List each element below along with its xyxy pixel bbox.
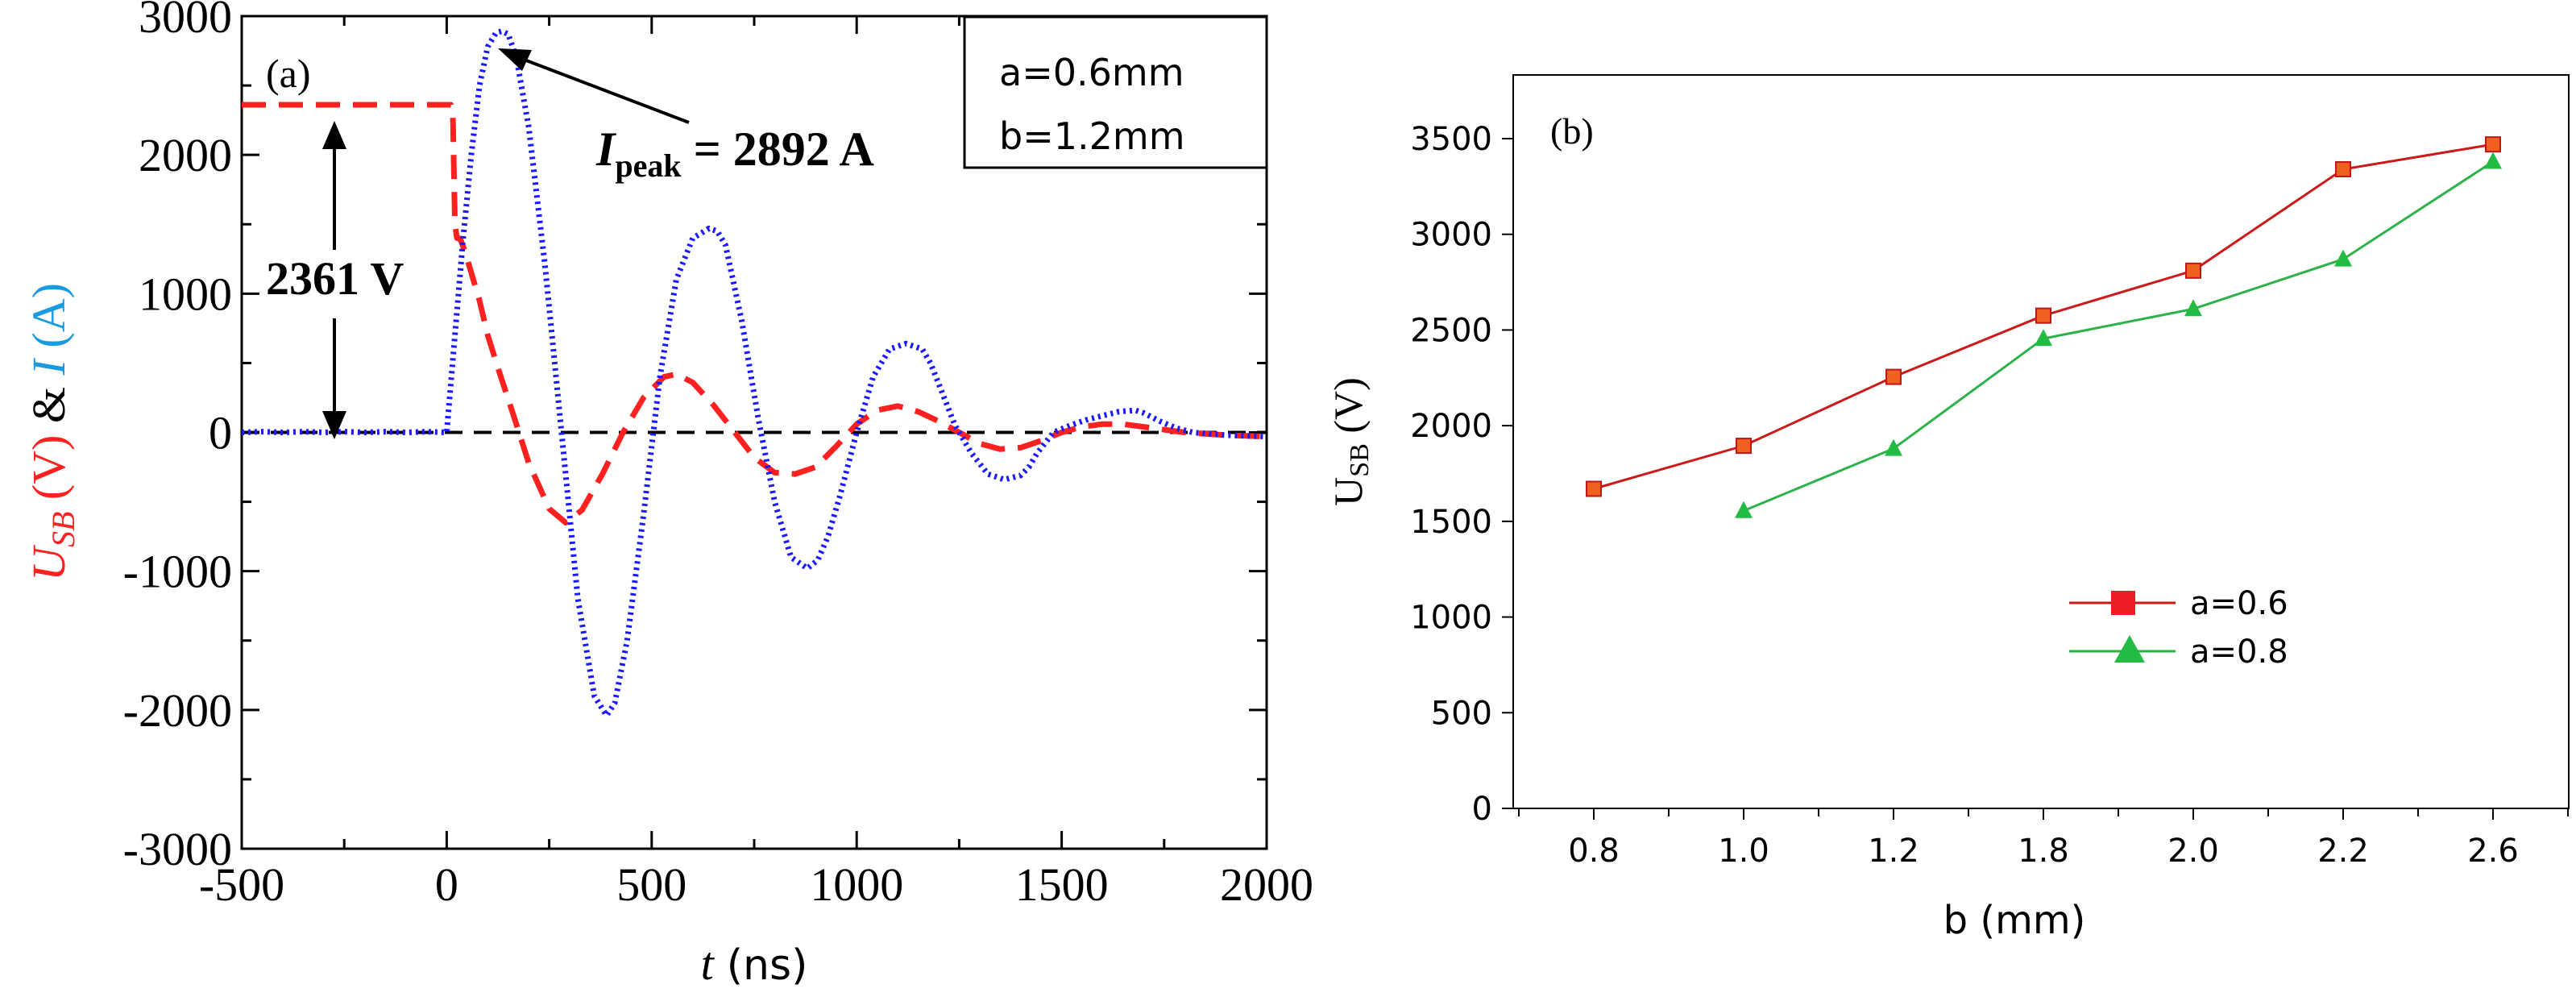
peak-label: Ipeak = 2892 A bbox=[595, 123, 874, 184]
panel-a-x-title-var: t bbox=[701, 937, 716, 990]
point-a06 bbox=[2335, 160, 2351, 177]
panel-a-x-title: t (ns) bbox=[701, 937, 808, 990]
point-a06 bbox=[2185, 262, 2201, 279]
panel-a-chart: -3000 -2000 -1000 0 1000 2000 3000 -500 0 500 100… bbox=[23, 0, 1313, 990]
b-ytick-label: 2500 bbox=[1410, 312, 1492, 349]
peak-arrow bbox=[498, 48, 690, 124]
panel-a-series bbox=[241, 28, 1267, 719]
b-xtick-label: 1.2 bbox=[1868, 833, 1919, 870]
panel-b-frame bbox=[1512, 74, 2570, 809]
panel-b-chart: 0 500 1000 1500 2000 2500 3000 3500 0.8 1.0 1.2 1.… bbox=[1325, 74, 2570, 943]
b-ytick-label: 3000 bbox=[1410, 217, 1492, 254]
a-ytick-label: 2000 bbox=[139, 129, 232, 181]
panel-a-x-title-unit: (ns) bbox=[727, 941, 808, 990]
params-line-1: a=0.6mm bbox=[999, 51, 1184, 94]
panel-b-series bbox=[1586, 136, 2502, 518]
a-ytick-label: 3000 bbox=[139, 0, 232, 43]
voltage-label: 2361 V bbox=[266, 252, 404, 305]
point-a06 bbox=[1736, 438, 1752, 455]
point-a06 bbox=[2035, 307, 2051, 324]
panel-a-label: (a) bbox=[266, 51, 311, 96]
b-y-title-u: U bbox=[1325, 477, 1371, 506]
b-xtick-label: 1.0 bbox=[1718, 833, 1769, 870]
series-a08-line bbox=[1743, 160, 2494, 513]
point-a08 bbox=[2035, 329, 2052, 347]
peak-label-symbol: I bbox=[595, 123, 617, 176]
legend-entry-a06: a=0.6 bbox=[2069, 585, 2288, 622]
y-title-ampere: (A) bbox=[23, 283, 75, 359]
b-ytick-label: 2000 bbox=[1410, 408, 1492, 445]
b-xtick-label: 2.0 bbox=[2167, 833, 2219, 870]
y-title-i: I bbox=[23, 357, 75, 376]
b-ytick-label: 0 bbox=[1472, 791, 1492, 828]
y-title-sub: SB bbox=[45, 512, 81, 547]
peak-label-value: = 2892 A bbox=[682, 123, 874, 176]
voltage-arrow bbox=[322, 121, 346, 439]
legend-label-a06: a=0.6 bbox=[2190, 585, 2288, 622]
a-xtick-label: 1000 bbox=[810, 858, 903, 911]
voltage-series-line bbox=[242, 102, 1267, 526]
current-series-line bbox=[241, 28, 1267, 719]
a-xtick-label: 1500 bbox=[1015, 858, 1109, 911]
panel-b-x-axis: 0.8 1.0 1.2 1.8 2.0 2.2 2.6 bbox=[1518, 808, 2569, 870]
legend: a=0.6 a=0.8 bbox=[2069, 585, 2288, 671]
y-title-amp: & bbox=[23, 375, 75, 434]
legend-marker-triangle bbox=[2114, 635, 2145, 663]
params-box bbox=[963, 15, 1268, 169]
point-a08 bbox=[2484, 152, 2502, 169]
point-a08 bbox=[2334, 249, 2352, 267]
panel-b-x-title: b (mm) bbox=[1943, 898, 2086, 943]
legend-marker-square bbox=[2111, 591, 2135, 615]
a-ytick-label: -1000 bbox=[123, 546, 232, 598]
b-y-title-unit: (V) bbox=[1325, 377, 1371, 443]
point-a06 bbox=[1885, 368, 1902, 385]
b-xtick-label: 0.8 bbox=[1568, 833, 1620, 870]
b-ytick-label: 500 bbox=[1431, 695, 1492, 732]
b-xtick-label: 2.6 bbox=[2467, 833, 2519, 870]
point-a06 bbox=[1586, 480, 1602, 497]
a-xtick-label: -500 bbox=[199, 858, 284, 911]
b-ytick-label: 1000 bbox=[1410, 600, 1492, 637]
a-ytick-label: -3000 bbox=[123, 823, 232, 875]
legend-label-a08: a=0.8 bbox=[2190, 634, 2288, 671]
a-ytick-label: -2000 bbox=[123, 684, 232, 737]
params-line-2: b=1.2mm bbox=[999, 114, 1185, 158]
a-xtick-label: 2000 bbox=[1220, 858, 1313, 911]
legend-entry-a08: a=0.8 bbox=[2069, 634, 2288, 671]
b-xtick-label: 2.2 bbox=[2317, 833, 2369, 870]
peak-label-subscript: peak bbox=[615, 147, 682, 184]
point-a08 bbox=[1735, 501, 1753, 518]
a-xtick-label: 500 bbox=[616, 858, 687, 911]
panel-b-y-title: USB (V) bbox=[1325, 377, 1375, 506]
b-y-title-sub: SB bbox=[1345, 443, 1375, 477]
panel-b-label: (b) bbox=[1550, 110, 1594, 152]
panel-b-y-axis: 0 500 1000 1500 2000 2500 3000 3500 bbox=[1410, 121, 1513, 828]
y-title-volt: (V) bbox=[23, 435, 75, 512]
a-ytick-label: 1000 bbox=[139, 268, 232, 320]
panel-a-y-title: USB (V) & I (A) bbox=[23, 283, 81, 581]
a-ytick-label: 0 bbox=[209, 407, 232, 459]
b-xtick-label: 1.8 bbox=[2018, 833, 2069, 870]
point-a08 bbox=[2184, 299, 2202, 317]
y-title-u: U bbox=[23, 544, 75, 581]
a-xtick-label: 0 bbox=[435, 858, 458, 911]
point-a06 bbox=[2485, 136, 2501, 153]
point-a08 bbox=[1885, 438, 1902, 456]
b-ytick-label: 1500 bbox=[1410, 504, 1492, 541]
b-ytick-label: 3500 bbox=[1410, 121, 1492, 158]
panel-a-y-axis: -3000 -2000 -1000 0 1000 2000 3000 bbox=[123, 0, 1267, 875]
